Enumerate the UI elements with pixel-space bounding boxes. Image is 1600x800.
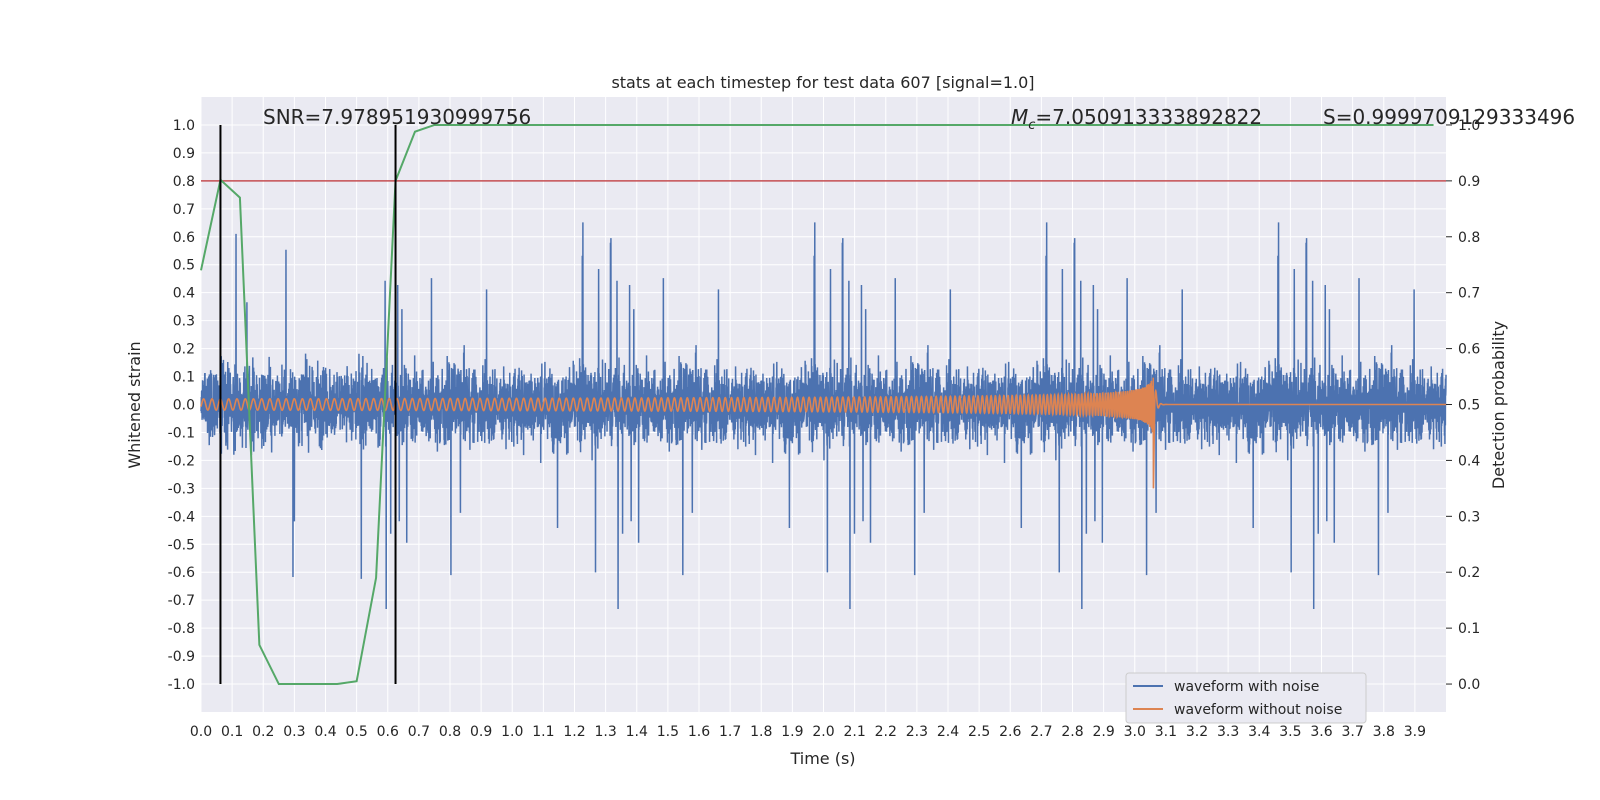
chirp-mass-value: =7.050913333892822 — [1035, 105, 1262, 129]
chart-title: stats at each timestep for test data 607… — [611, 73, 1034, 92]
chirp-mass-symbol: M — [1011, 105, 1028, 129]
chirp-mass-subscript: c — [1028, 118, 1035, 133]
x-tick-label-6: 0.6 — [377, 724, 399, 740]
legend-label-noise: waveform with noise — [1174, 679, 1319, 695]
x-tick-label-11: 1.1 — [532, 724, 554, 740]
x-tick-label-3: 0.3 — [283, 724, 305, 740]
chirp-line — [200, 377, 1446, 489]
y2-tick-label-8: 0.2 — [1458, 565, 1480, 581]
y2-tick-label-10: 0.0 — [1458, 677, 1480, 693]
x-tick-label-38: 3.8 — [1373, 724, 1395, 740]
x-tick-label-37: 3.7 — [1341, 724, 1363, 740]
y-tick-label-16: -0.6 — [168, 565, 195, 581]
x-tick-label-2: 0.2 — [252, 724, 274, 740]
y-tick-label-10: 0.0 — [173, 398, 195, 414]
y-tick-label-8: 0.2 — [173, 342, 195, 358]
y-axis-ticks: 1.0 0.9 0.8 0.7 0.6 0.5 0.4 0.3 0.2 0.1 0.0 -0.1 -0.… — [168, 118, 195, 693]
x-tick-label-20: 2.0 — [812, 724, 834, 740]
x-tick-label-8: 0.8 — [439, 724, 461, 740]
y-axis-title: Whitened strain — [125, 341, 144, 468]
y2-tick-label-5: 0.5 — [1458, 398, 1480, 414]
y-tick-label-7: 0.3 — [173, 314, 195, 330]
x-tick-label-22: 2.2 — [875, 724, 897, 740]
x-tick-label-21: 2.1 — [843, 724, 865, 740]
y2-tick-label-1: 0.9 — [1458, 174, 1480, 190]
y-tick-label-2: 0.8 — [173, 174, 195, 190]
legend: waveform with noise waveform without noi… — [1125, 672, 1367, 724]
y2-tick-label-9: 0.1 — [1458, 621, 1480, 637]
y-tick-label-19: -0.9 — [168, 649, 195, 665]
y-tick-label-14: -0.4 — [168, 509, 195, 525]
x-tick-label-4: 0.4 — [314, 724, 336, 740]
x-tick-label-30: 3.0 — [1124, 724, 1146, 740]
x-tick-label-15: 1.5 — [657, 724, 679, 740]
vertical-markers — [219, 124, 397, 685]
legend-box — [1125, 672, 1367, 724]
x-tick-label-29: 2.9 — [1092, 724, 1114, 740]
y-tick-label-1: 0.9 — [173, 146, 195, 162]
x-tick-label-23: 2.3 — [906, 724, 928, 740]
x-tick-label-35: 3.5 — [1279, 724, 1301, 740]
x-tick-label-18: 1.8 — [750, 724, 772, 740]
y2-tick-label-6: 0.4 — [1458, 453, 1480, 469]
y2-axis-ticks: 1.0 0.9 0.8 0.7 0.6 0.5 0.4 0.3 0.2 0.1 0.0 — [1446, 118, 1480, 693]
y-tick-label-11: -0.1 — [168, 425, 195, 441]
series-waveform-without-noise — [200, 377, 1446, 489]
x-tick-label-31: 3.1 — [1155, 724, 1177, 740]
x-tick-label-0: 0.0 — [190, 724, 212, 740]
x-tick-label-33: 3.3 — [1217, 724, 1239, 740]
x-tick-label-26: 2.6 — [999, 724, 1021, 740]
noise-line — [200, 222, 1447, 610]
series-detection-probability — [200, 123, 1434, 686]
x-tick-label-14: 1.4 — [626, 724, 648, 740]
x-tick-label-25: 2.5 — [968, 724, 990, 740]
y-tick-label-5: 0.5 — [173, 258, 195, 274]
y-tick-label-15: -0.5 — [168, 537, 195, 553]
x-tick-label-39: 3.9 — [1404, 724, 1426, 740]
y-tick-label-12: -0.2 — [168, 453, 195, 469]
x-tick-label-36: 3.6 — [1310, 724, 1332, 740]
x-tick-label-17: 1.7 — [719, 724, 741, 740]
x-tick-label-7: 0.7 — [408, 724, 430, 740]
x-tick-label-19: 1.9 — [781, 724, 803, 740]
y2-tick-label-2: 0.8 — [1458, 230, 1480, 246]
s-annotation: S=0.9999709129333496 — [1323, 105, 1575, 129]
y2-tick-label-7: 0.3 — [1458, 509, 1480, 525]
y2-axis-title: Detection probability — [1489, 321, 1508, 489]
x-tick-label-13: 1.3 — [594, 724, 616, 740]
y-tick-label-3: 0.7 — [173, 202, 195, 218]
snr-annotation: SNR=7.978951930999756 — [263, 105, 531, 129]
x-tick-label-32: 3.2 — [1186, 724, 1208, 740]
x-axis-title: Time (s) — [789, 749, 855, 768]
y-tick-label-0: 1.0 — [173, 118, 195, 134]
y2-tick-label-0: 1.0 — [1458, 118, 1480, 134]
probability-line — [200, 123, 1434, 686]
x-tick-label-28: 2.8 — [1061, 724, 1083, 740]
x-tick-label-12: 1.2 — [563, 724, 585, 740]
x-tick-label-16: 1.6 — [688, 724, 710, 740]
x-tick-label-9: 0.9 — [470, 724, 492, 740]
y-tick-label-4: 0.6 — [173, 230, 195, 246]
y-tick-label-20: -1.0 — [168, 677, 195, 693]
legend-label-clean: waveform without noise — [1174, 702, 1342, 718]
y-tick-label-6: 0.4 — [173, 286, 195, 302]
y2-tick-label-3: 0.7 — [1458, 286, 1480, 302]
x-tick-label-34: 3.4 — [1248, 724, 1270, 740]
y-tick-label-17: -0.7 — [168, 593, 195, 609]
series-waveform-with-noise — [200, 222, 1447, 610]
x-tick-label-1: 0.1 — [221, 724, 243, 740]
y-tick-label-18: -0.8 — [168, 621, 195, 637]
y-tick-label-13: -0.3 — [168, 481, 195, 497]
x-tick-label-24: 2.4 — [937, 724, 959, 740]
x-tick-label-5: 0.5 — [345, 724, 367, 740]
chirp-mass-annotation: Mc=7.050913333892822 — [1011, 105, 1262, 133]
y-tick-label-9: 0.1 — [173, 370, 195, 386]
x-axis-ticks: 0.0 0.1 0.2 0.3 0.4 0.5 0.6 0.7 0.8 0.9 1.0 1.1 1.2 1… — [190, 724, 1426, 740]
x-tick-label-10: 1.0 — [501, 724, 523, 740]
x-tick-label-27: 2.7 — [1030, 724, 1052, 740]
y2-tick-label-4: 0.6 — [1458, 342, 1480, 358]
